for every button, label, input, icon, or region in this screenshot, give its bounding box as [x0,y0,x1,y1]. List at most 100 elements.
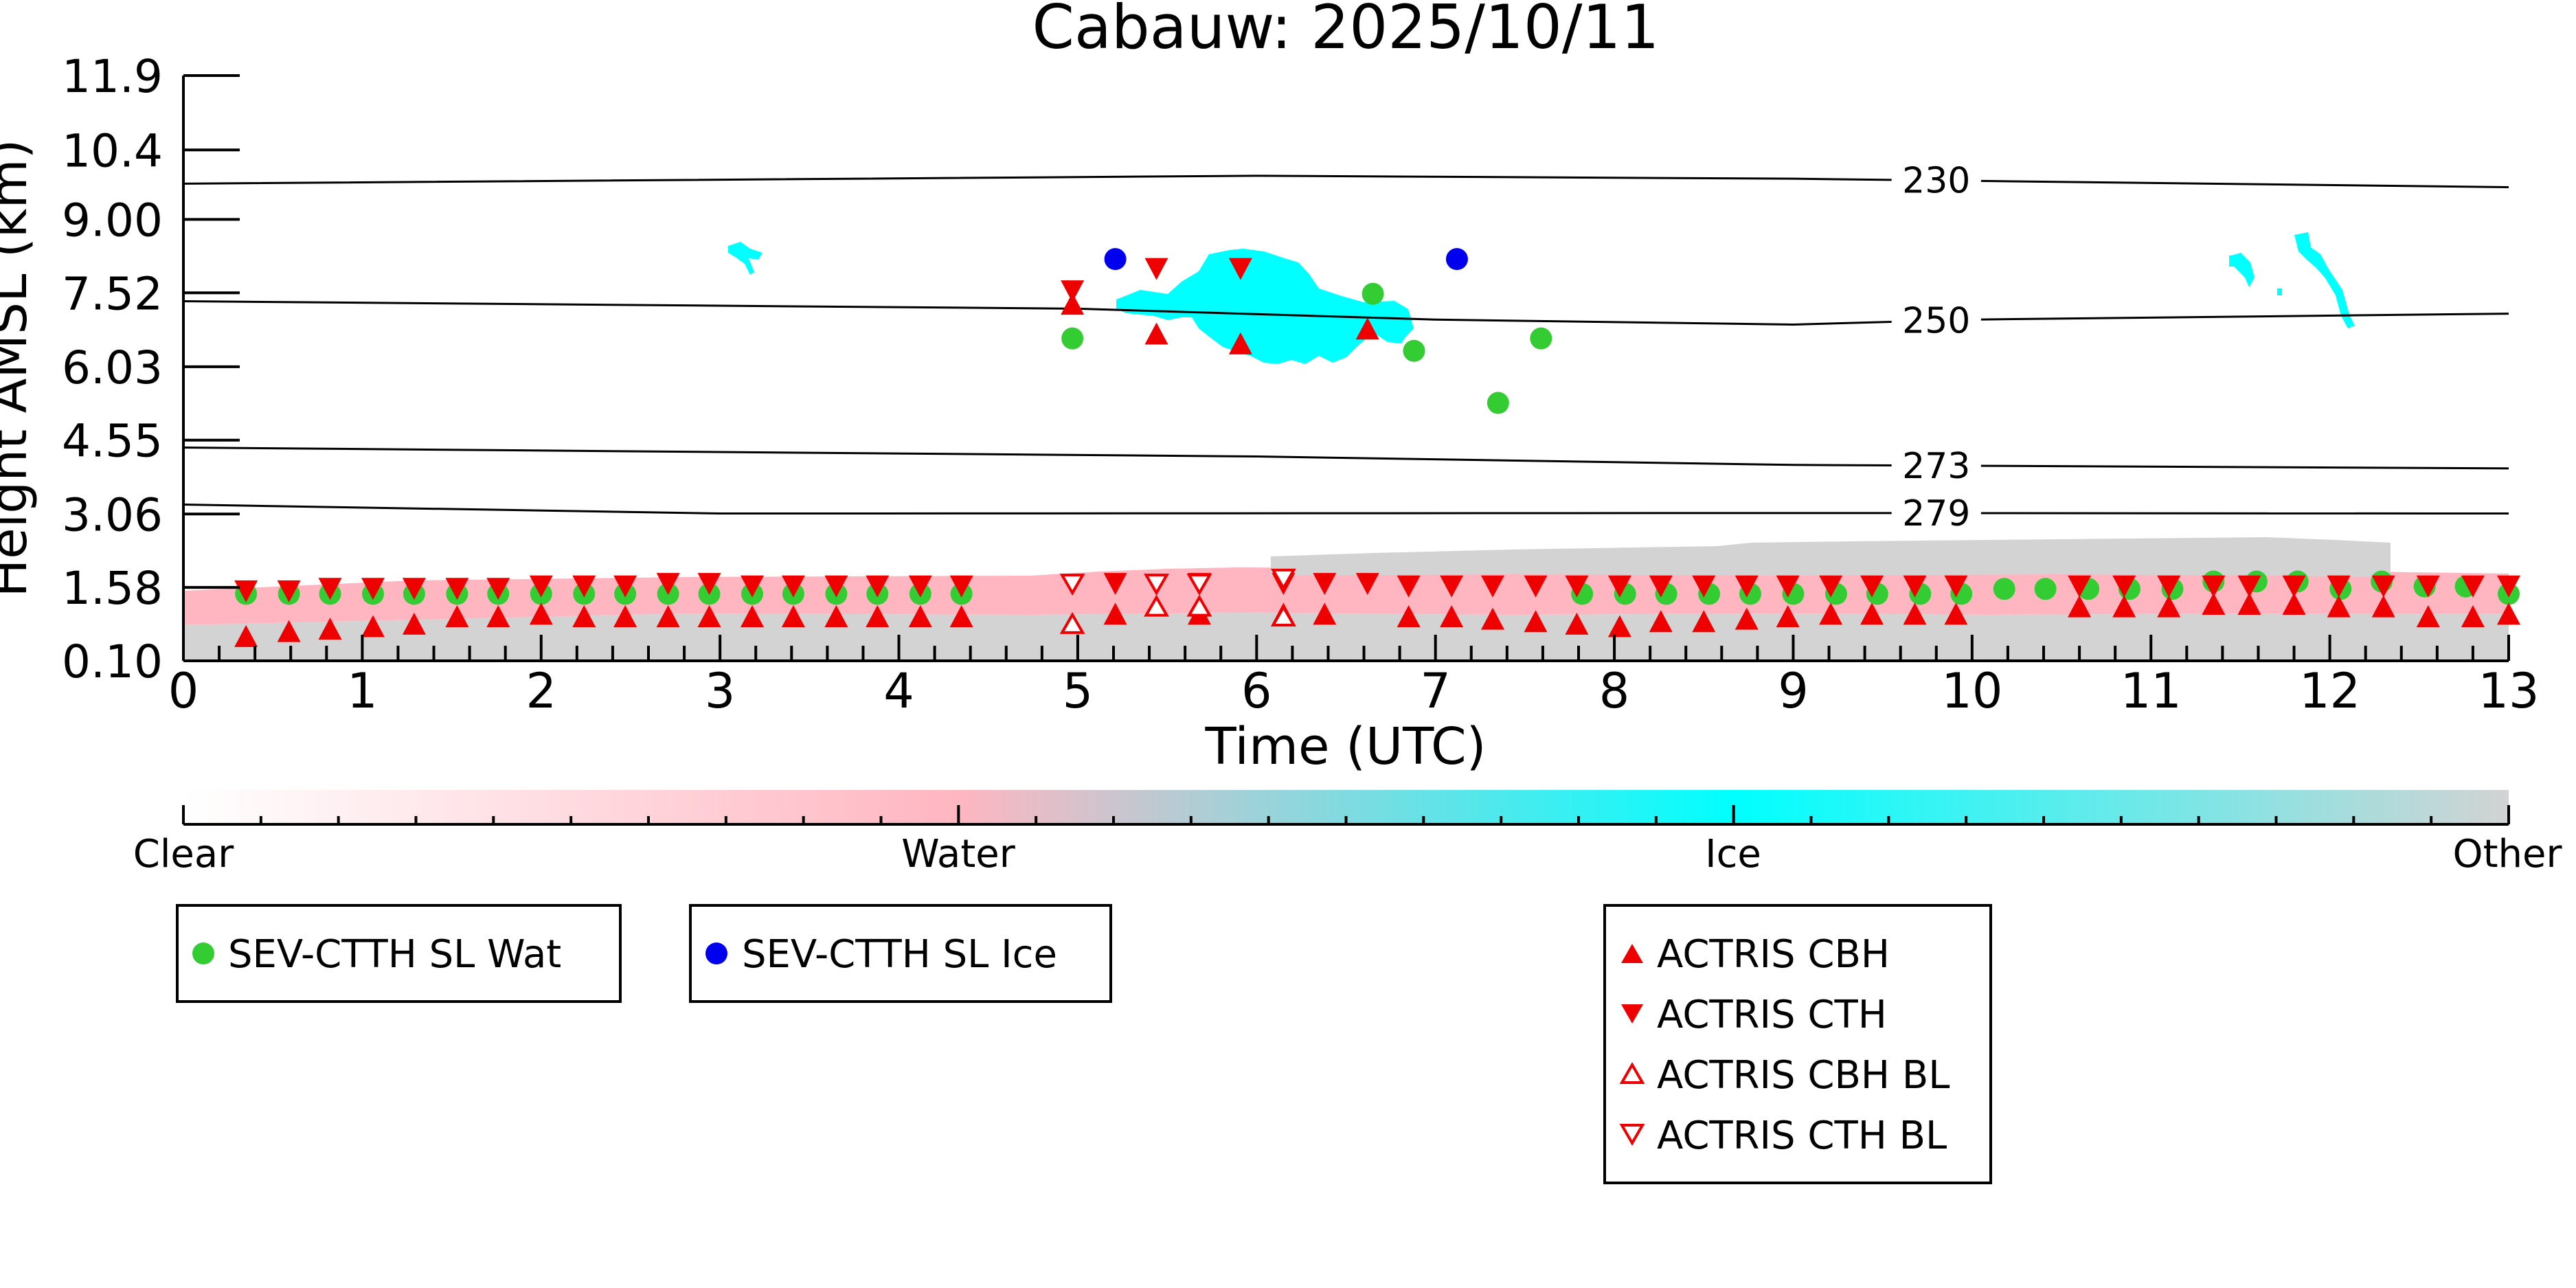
data-point [1104,248,1127,271]
data-point [1819,602,1843,625]
colorbar-label-clear: Clear [133,832,234,877]
data-point [781,605,805,628]
data-point [1403,339,1425,362]
data-point [656,605,680,628]
legend-box [689,904,1112,1003]
water-field [183,567,2509,625]
isotherm-line [183,504,1892,515]
x-tick-label: 2 [526,663,556,719]
legend-marker-cbh-bl [1619,1061,1645,1084]
data-point [1440,575,1464,598]
data-point [1944,575,1968,598]
data-point [1061,327,1084,350]
isotherm-line [183,447,1892,466]
isotherm-line [1980,179,2509,188]
data-point [613,605,637,628]
x-tick-label: 6 [1241,663,1272,719]
x-tick-label: 8 [1599,663,1630,719]
other-field-top [1271,537,2391,577]
data-point [1692,575,1716,598]
data-point [529,575,553,598]
x-tick-label: 1 [347,663,378,719]
data-point [2371,575,2395,598]
data-point [572,605,596,628]
y-tick-label: 0.10 [62,635,163,688]
data-point [361,615,385,637]
data-point [361,578,385,600]
data-point [2497,575,2520,598]
ice-cloud-1 [728,242,762,275]
data-point [1776,575,1800,598]
data-point [1362,282,1384,305]
y-ticks: 0.10 1.58 3.06 4.55 6.03 7.52 9.00 10.4 11.9 [62,50,240,688]
x-tick-label: 4 [883,663,914,719]
data-point [1313,602,1337,625]
data-point [1144,594,1169,617]
data-point [234,580,258,602]
data-point [1313,573,1337,596]
ice-cloud-6 [2277,289,2282,295]
data-point [2157,575,2181,598]
ice-cloud-4 [2231,253,2255,287]
data-point [1228,258,1252,280]
data-point [1819,575,1843,598]
legend-label-cth-bl: ACTRIS CTH BL [1657,1114,1947,1158]
data-point [2416,575,2440,598]
data-point [318,578,342,600]
data-point [402,612,426,635]
data-point [1481,607,1505,630]
data-point [1903,602,1927,625]
colorbar-label-water: Water [901,832,1016,877]
data-point [234,624,258,647]
legend-label-cth: ACTRIS CTH [1657,993,1887,1037]
legend-marker-wat [192,942,214,964]
data-point [697,605,721,628]
legend-marker-ice [705,942,727,964]
data-point [277,580,301,602]
y-tick-label: 4.55 [62,415,163,468]
x-tick-label: 10 [1941,663,2002,719]
x-ticks: 0 1 2 3 4 5 6 7 8 9 10 11 12 13 [168,635,2540,719]
data-point [486,605,510,628]
data-point [1228,332,1252,354]
marker-layer [234,248,2520,647]
colorbar-label-ice: Ice [1705,832,1761,877]
isotherm-line [183,300,1892,326]
isotherm-layer: 230 250 273 279 [183,161,2509,534]
colorbar-ticks [182,805,2510,824]
data-point [1270,568,1296,591]
data-point [1270,605,1296,627]
isotherm-279: 279 [183,493,2509,534]
data-point [1776,605,1800,628]
data-point [1944,602,1968,625]
data-point [1440,605,1464,628]
phase-colorbar: Clear Water Ice Other [133,790,2562,877]
isotherm-label: 279 [1902,493,1970,534]
series-sev-ctth-sl-ice [1104,248,1468,271]
data-point [2237,575,2261,598]
data-point [1144,574,1169,596]
isotherm-line [1980,313,2509,321]
data-point [1355,573,1379,596]
series-actris-cbh [234,293,2520,647]
data-point [1144,258,1168,280]
x-tick-label: 13 [2478,663,2539,719]
phase-field-layer [183,232,2509,659]
data-point [1355,317,1379,340]
x-tick-label: 7 [1420,663,1451,719]
data-point [2497,602,2520,625]
data-point [1487,392,1509,414]
data-point [2068,575,2092,598]
data-point [2034,578,2057,600]
data-point [277,620,301,642]
x-tick-label: 5 [1063,663,1094,719]
legend-actris: ACTRIS CBH ACTRIS CTH ACTRIS CBH BL ACTR… [1603,904,1992,1184]
data-point [529,602,553,625]
legend-water: SEV-CTTH SL Wat [176,904,622,1003]
legend-marker-cbh [1621,944,1643,963]
legend-box [1603,904,1992,1184]
data-point [2282,592,2306,615]
data-point [2461,605,2485,628]
series-actris-cbh-bl [1059,594,1296,634]
legend-ice: SEV-CTTH SL Ice [689,904,1112,1003]
